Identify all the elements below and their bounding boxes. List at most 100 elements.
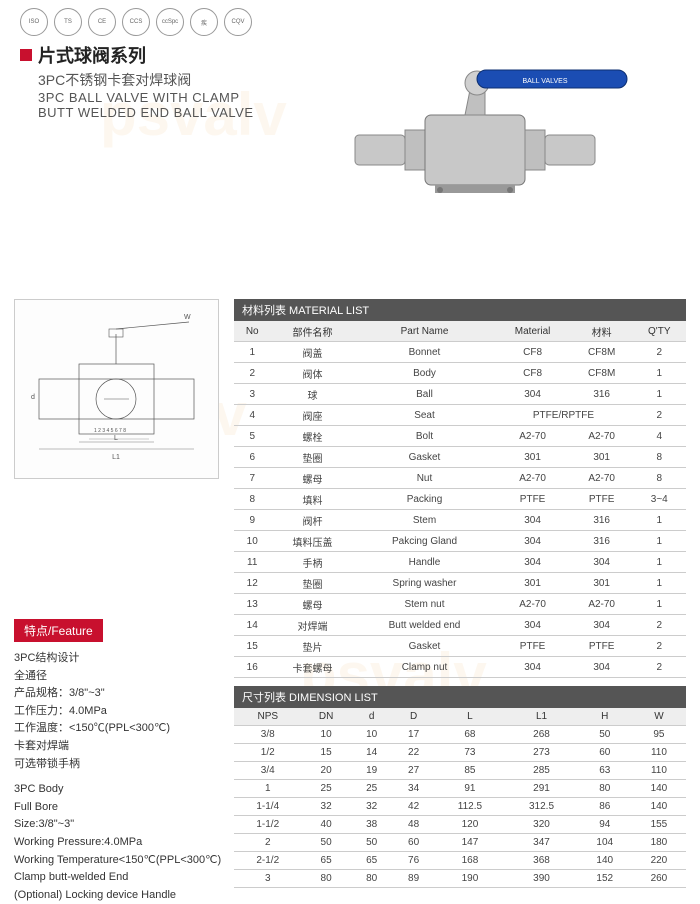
table-cell: Stem nut	[355, 594, 495, 615]
table-cell: 螺母	[270, 468, 354, 489]
table-cell: Ball	[355, 384, 495, 405]
table-cell: Gasket	[355, 636, 495, 657]
table-cell: CF8M	[571, 363, 633, 384]
table-cell: 304	[494, 531, 570, 552]
table-cell: 301	[494, 573, 570, 594]
table-row: 10填料压盖Pakcing Gland3043161	[234, 531, 686, 552]
table-cell: 304	[571, 615, 633, 636]
table-cell: 2	[234, 363, 270, 384]
table-header-cell: Part Name	[355, 321, 495, 342]
table-cell: 6	[234, 447, 270, 468]
table-cell: 8	[633, 468, 686, 489]
cert-icon: CCS	[122, 8, 150, 36]
table-cell: 15	[234, 636, 270, 657]
table-cell: 垫圈	[270, 447, 354, 468]
table-cell: 1	[633, 510, 686, 531]
table-cell: 5	[234, 426, 270, 447]
table-cell: 112.5	[435, 798, 506, 816]
table-cell: 65	[302, 852, 351, 870]
table-cell: 86	[578, 798, 632, 816]
table-cell: 14	[234, 615, 270, 636]
table-cell: 68	[435, 726, 506, 744]
table-cell: 155	[632, 816, 686, 834]
table-cell: PTFE/RPTFE	[494, 405, 632, 426]
table-cell: 27	[393, 762, 435, 780]
table-cell: A2-70	[494, 426, 570, 447]
table-cell: Pakcing Gland	[355, 531, 495, 552]
svg-text:L: L	[114, 435, 118, 442]
table-cell: 22	[393, 744, 435, 762]
feature-line: 全通径	[14, 668, 224, 686]
table-cell: 3~4	[633, 489, 686, 510]
table-cell: 268	[505, 726, 577, 744]
page-title: 片式球阀系列	[38, 42, 146, 68]
table-cell: 301	[571, 573, 633, 594]
table-header-cell: NPS	[234, 708, 302, 726]
table-header-cell: No	[234, 321, 270, 342]
table-cell: 147	[435, 834, 506, 852]
table-header-cell: D	[393, 708, 435, 726]
feature-line: 工作温度：<150℃(PPL<300℃)	[14, 720, 224, 738]
feature-line: Clamp butt-welded End	[14, 869, 224, 887]
svg-text:BALL VALVES: BALL VALVES	[522, 78, 567, 85]
table-row: 3/42019278528563110	[234, 762, 686, 780]
table-cell: 10	[302, 726, 351, 744]
table-cell: 2	[633, 405, 686, 426]
table-cell: 1	[633, 384, 686, 405]
table-cell: 104	[578, 834, 632, 852]
table-cell: 390	[505, 870, 577, 888]
table-cell: 2	[633, 636, 686, 657]
table-cell: 76	[393, 852, 435, 870]
table-cell: 1	[234, 780, 302, 798]
table-cell: 42	[393, 798, 435, 816]
table-cell: 80	[578, 780, 632, 798]
table-cell: 垫片	[270, 636, 354, 657]
table-cell: A2-70	[571, 594, 633, 615]
table-cell: 4	[234, 405, 270, 426]
table-cell: 312.5	[505, 798, 577, 816]
table-cell: 1	[234, 342, 270, 363]
table-cell: 32	[302, 798, 351, 816]
table-cell: CF8	[494, 342, 570, 363]
table-cell: 7	[234, 468, 270, 489]
table-cell: 10	[234, 531, 270, 552]
table-cell: 14	[351, 744, 393, 762]
table-cell: 273	[505, 744, 577, 762]
table-cell: 316	[571, 384, 633, 405]
table-cell: 140	[632, 798, 686, 816]
table-cell: 15	[302, 744, 351, 762]
table-cell: 1-1/2	[234, 816, 302, 834]
table-cell: 304	[571, 657, 633, 678]
table-cell: Nut	[355, 468, 495, 489]
svg-text:d: d	[31, 394, 35, 401]
table-cell: 120	[435, 816, 506, 834]
table-cell: 304	[494, 615, 570, 636]
table-header-cell: H	[578, 708, 632, 726]
table-cell: A2-70	[494, 594, 570, 615]
table-cell: 螺母	[270, 594, 354, 615]
feature-line: 可选带锁手柄	[14, 756, 224, 774]
table-row: 1-1/4323242112.5312.586140	[234, 798, 686, 816]
table-cell: 304	[571, 552, 633, 573]
table-cell: 110	[632, 744, 686, 762]
table-row: 13螺母Stem nutA2-70A2-701	[234, 594, 686, 615]
table-cell: 12	[234, 573, 270, 594]
table-cell: 220	[632, 852, 686, 870]
dimension-list-header: 尺寸列表 DIMENSION LIST	[234, 686, 686, 708]
table-cell: 73	[435, 744, 506, 762]
table-cell: 阀座	[270, 405, 354, 426]
feature-header: 特点/Feature	[14, 619, 103, 642]
right-column: 材料列表 MATERIAL LIST No部件名称Part NameMateri…	[234, 299, 686, 904]
table-cell: 3/4	[234, 762, 302, 780]
svg-text:W: W	[184, 314, 191, 321]
table-cell: Packing	[355, 489, 495, 510]
table-cell: 阀杆	[270, 510, 354, 531]
table-cell: 阀盖	[270, 342, 354, 363]
table-cell: 34	[393, 780, 435, 798]
table-header-cell: L	[435, 708, 506, 726]
table-cell: 190	[435, 870, 506, 888]
cert-icon: CE	[88, 8, 116, 36]
table-cell: 垫圈	[270, 573, 354, 594]
table-cell: Bonnet	[355, 342, 495, 363]
table-cell: CF8M	[571, 342, 633, 363]
